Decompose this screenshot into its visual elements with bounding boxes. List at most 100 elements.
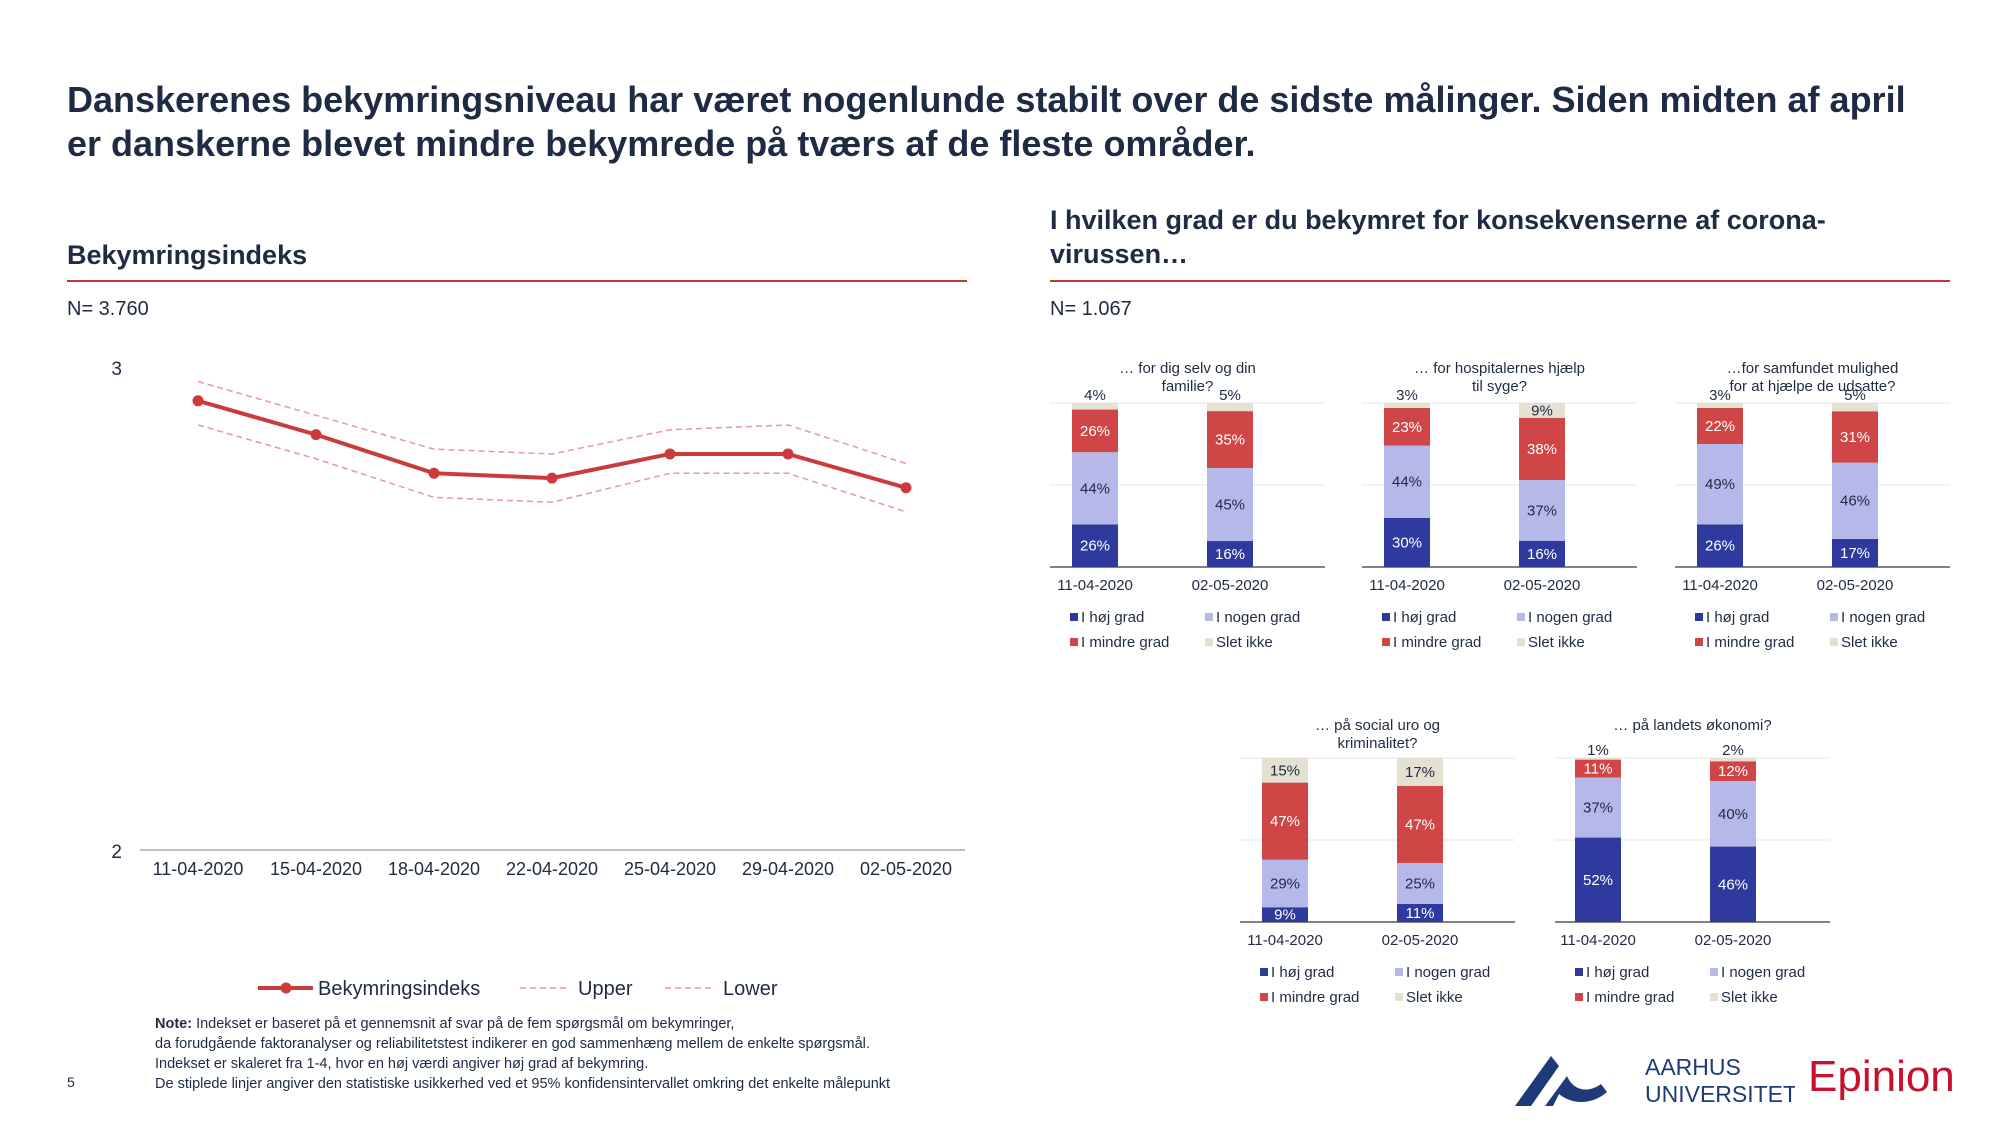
bar-segment <box>1384 445 1430 518</box>
bar-data-label: 44% <box>1392 474 1422 491</box>
upper-bound-line <box>197 380 907 465</box>
bar-segment <box>1575 759 1621 778</box>
index-data-point <box>192 395 204 407</box>
bar-segment <box>1207 467 1253 542</box>
bar-data-label: 17% <box>1405 764 1435 781</box>
bar-data-label: 52% <box>1583 872 1613 889</box>
bar-chart-title: … på social uro og <box>1315 717 1440 734</box>
legend-label: I høj grad <box>1081 609 1144 626</box>
page-number: 5 <box>67 1074 75 1090</box>
x-tick-label: 29-04-2020 <box>742 859 834 879</box>
legend-swatch <box>1710 993 1718 1001</box>
bar-segment <box>1832 462 1878 539</box>
legend-label: I mindre grad <box>1081 634 1169 651</box>
bar-category-label: 11-04-2020 <box>1369 577 1445 594</box>
bar-segment <box>1072 452 1118 525</box>
bar-segment <box>1384 403 1430 408</box>
bar-data-label: 31% <box>1840 429 1870 446</box>
legend-swatch <box>1395 993 1403 1001</box>
legend-swatch <box>1575 968 1583 976</box>
legend-swatch <box>1830 613 1838 621</box>
bar-data-label: 2% <box>1722 742 1744 759</box>
legend-label: I mindre grad <box>1271 989 1359 1006</box>
lower-bound-line <box>197 424 907 513</box>
bar-segment <box>1397 785 1443 863</box>
legend-swatch <box>1695 613 1703 621</box>
bar-data-label: 47% <box>1405 816 1435 833</box>
bar-segment <box>1072 403 1118 410</box>
bar-category-label: 11-04-2020 <box>1560 932 1636 949</box>
legend-label: I høj grad <box>1271 964 1334 981</box>
bar-data-label: 3% <box>1709 387 1731 404</box>
bar-data-label: 45% <box>1215 496 1245 513</box>
index-title: Bekymringsindeks <box>67 240 308 270</box>
index-title-rule <box>67 280 967 282</box>
legend-label: I nogen grad <box>1406 964 1490 981</box>
bar-segment <box>1697 524 1743 567</box>
legend-swatch <box>1260 968 1268 976</box>
bar-category-label: 02-05-2020 <box>1504 577 1581 594</box>
bar-data-label: 47% <box>1270 813 1300 830</box>
legend-swatch <box>1395 968 1403 976</box>
bar-data-label: 26% <box>1705 538 1735 555</box>
legend-label: I mindre grad <box>1586 989 1674 1006</box>
bar-data-label: 9% <box>1274 907 1296 924</box>
page-headline: Danskerenes bekymringsniveau har været n… <box>67 79 1906 164</box>
bar-segment <box>1519 403 1565 418</box>
bar-data-label: 46% <box>1718 876 1748 893</box>
bar-data-label: 37% <box>1583 800 1613 817</box>
legend-label: I mindre grad <box>1393 634 1481 651</box>
bar-segment <box>1072 409 1118 453</box>
bar-data-label: 22% <box>1705 418 1735 435</box>
legend-label: I nogen grad <box>1841 609 1925 626</box>
bar-category-label: 11-04-2020 <box>1682 577 1758 594</box>
bar-category-label: 11-04-2020 <box>1057 577 1133 594</box>
au-logo-line-2: UNIVERSITET <box>1645 1081 1795 1107</box>
bar-data-label: 15% <box>1270 762 1300 779</box>
bar-segment <box>1710 761 1756 781</box>
index-data-point <box>310 429 322 441</box>
legend-swatch <box>1382 638 1390 646</box>
legend-swatch <box>1517 638 1525 646</box>
aarhus-university-logo: AARHUS UNIVERSITET <box>1515 1048 1797 1115</box>
bar-chart-title: … for dig selv og din <box>1119 360 1256 377</box>
bar-data-label: 11% <box>1406 905 1435 922</box>
legend-swatch <box>1260 993 1268 1001</box>
bar-segment <box>1697 403 1743 408</box>
worry-question-title: I hvilken grad er du bekymret for konsek… <box>1050 205 1826 269</box>
bar-data-label: 26% <box>1080 423 1110 440</box>
bar-segment <box>1384 407 1430 446</box>
bar-segment <box>1207 411 1253 468</box>
legend-label: I nogen grad <box>1721 964 1805 981</box>
bar-segment <box>1397 903 1443 922</box>
index-data-point <box>782 448 794 460</box>
bar-data-label: 46% <box>1840 493 1870 510</box>
bar-segment <box>1397 758 1443 786</box>
bar-data-label: 44% <box>1080 480 1110 497</box>
note-line-3: Indekset er skaleret fra 1-4, hvor en hø… <box>155 1056 649 1072</box>
bar-chart-title: … på landets økonomi? <box>1613 717 1771 734</box>
x-tick-label: 22-04-2020 <box>506 859 598 879</box>
bar-data-label: 29% <box>1270 875 1300 892</box>
bar-chart-title: kriminalitet? <box>1337 735 1417 752</box>
bar-segment <box>1710 846 1756 922</box>
bar-segment <box>1832 538 1878 567</box>
bar-data-label: 11% <box>1584 761 1613 778</box>
bar-category-label: 11-04-2020 <box>1247 932 1323 949</box>
index-data-point <box>546 472 558 484</box>
au-logo-line-1: AARHUS <box>1645 1054 1741 1080</box>
bar-segment <box>1262 758 1308 783</box>
bar-category-label: 02-05-2020 <box>1817 577 1894 594</box>
legend-index-marker <box>280 982 292 994</box>
bar-data-label: 4% <box>1084 387 1106 404</box>
bar-data-label: 23% <box>1392 419 1422 436</box>
legend-label: Slet ikke <box>1721 989 1778 1006</box>
x-tick-label: 18-04-2020 <box>388 859 480 879</box>
bar-segment <box>1384 517 1430 567</box>
bar-data-label: 9% <box>1531 402 1553 419</box>
bar-category-label: 02-05-2020 <box>1192 577 1269 594</box>
bar-chart-title: til syge? <box>1472 378 1527 395</box>
epinion-logo: Epinion <box>1808 1052 1955 1101</box>
note-line-2: da forudgående faktoranalyser og reliabi… <box>155 1036 870 1052</box>
